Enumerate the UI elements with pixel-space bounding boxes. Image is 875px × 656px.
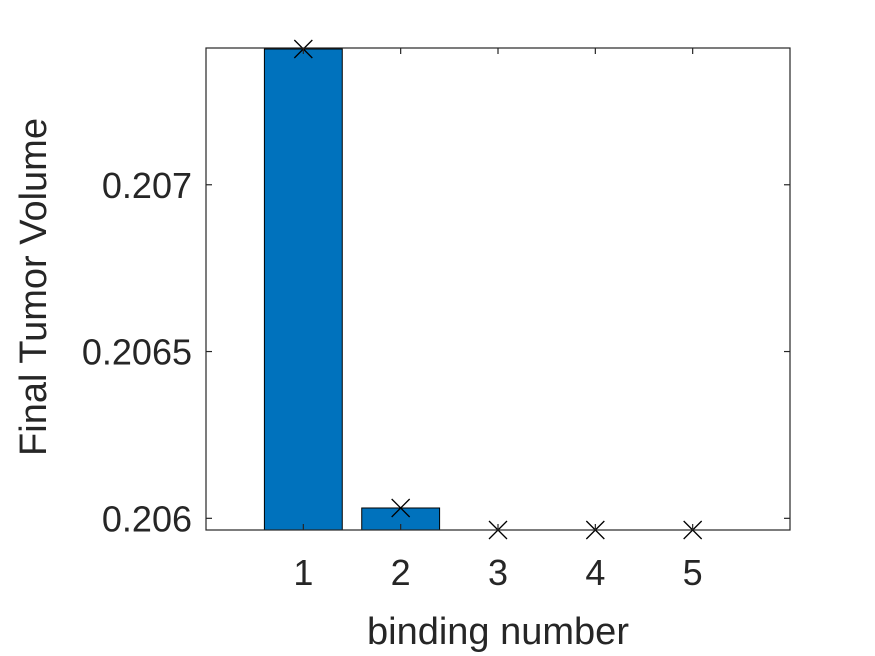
y-tick-label-2: 0.207 [102,165,192,206]
x-axis-label: binding number [367,611,629,653]
tick-labels: 1 2 3 4 5 0.206 0.2065 0.207 [82,165,703,593]
x-tick-label-5: 5 [683,552,703,593]
y-tick-label-0: 0.206 [102,498,192,539]
x-tick-label-3: 3 [488,552,508,593]
marker-2 [391,498,411,518]
bars-layer [263,48,441,531]
y-tick-label-1: 0.2065 [82,332,192,373]
x-tick-label-2: 2 [391,552,411,593]
bar-1 [263,48,343,531]
y-axis-label: Final Tumor Volume [13,118,55,456]
x-tick-label-4: 4 [585,552,605,593]
ticks-layer [206,48,790,530]
x-tick-label-1: 1 [293,552,313,593]
markers-layer [293,39,703,540]
